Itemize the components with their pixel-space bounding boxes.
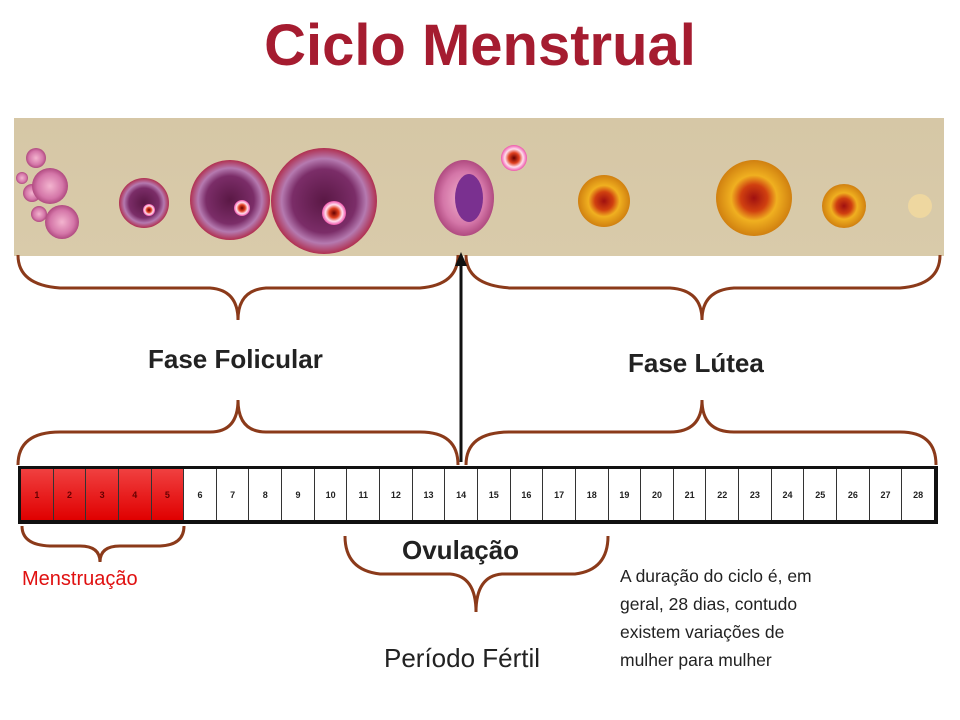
brace-menstruation bbox=[20, 525, 186, 563]
day-cell: 26 bbox=[837, 469, 870, 520]
ovulation-label: Ovulação bbox=[402, 535, 520, 565]
day-cell: 5 bbox=[151, 469, 185, 520]
brace-luteal-top bbox=[464, 254, 942, 321]
day-cell: 7 bbox=[216, 469, 250, 520]
follicle-stages bbox=[16, 145, 932, 254]
day-cell: 21 bbox=[673, 469, 707, 520]
day-cell: 11 bbox=[347, 469, 381, 520]
day-cell: 1 bbox=[21, 469, 54, 520]
fertile-period-label: Período Fértil bbox=[384, 643, 541, 673]
day-cell: 8 bbox=[249, 469, 283, 520]
day-cell: 23 bbox=[739, 469, 772, 520]
page-title: Ciclo Menstrual bbox=[264, 13, 696, 78]
note-line: A duração do ciclo é, em bbox=[620, 566, 812, 586]
day-strip: 1 2 3 4 5 6 7 8 9 10 11 12 13 14 15 16 17 18 19 20 21 22 23 24 2… bbox=[18, 466, 938, 524]
arrow-head-icon bbox=[455, 252, 467, 266]
day-cell: 6 bbox=[184, 469, 217, 520]
note-line: mulher para mulher bbox=[620, 650, 772, 670]
brace-luteal-bottom bbox=[464, 399, 938, 466]
day-cell: 14 bbox=[445, 469, 478, 520]
phase-follicular-label: Fase Folicular bbox=[148, 344, 323, 374]
day-cell: 10 bbox=[314, 469, 348, 520]
day-cell: 19 bbox=[608, 469, 642, 520]
day-cell: 24 bbox=[771, 469, 805, 520]
day-cell: 12 bbox=[380, 469, 413, 520]
day-cell: 4 bbox=[118, 469, 152, 520]
day-cell: 28 bbox=[902, 469, 934, 520]
day-cell: 22 bbox=[706, 469, 740, 520]
day-cell: 16 bbox=[510, 469, 544, 520]
day-cell: 25 bbox=[804, 469, 838, 520]
note-line: geral, 28 dias, contudo bbox=[620, 594, 798, 614]
day-cell: 15 bbox=[477, 469, 511, 520]
brace-follicular-bottom bbox=[16, 399, 460, 466]
day-cell: 9 bbox=[282, 469, 315, 520]
primordial-follicles bbox=[16, 148, 79, 239]
day-cell: 20 bbox=[641, 469, 674, 520]
day-cell: 2 bbox=[53, 469, 87, 520]
day-cell: 18 bbox=[575, 469, 609, 520]
phase-luteal-label: Fase Lútea bbox=[628, 348, 764, 378]
day-cell: 17 bbox=[543, 469, 576, 520]
cycle-note: A duração do ciclo é, em geral, 28 dias, … bbox=[620, 562, 812, 674]
brace-follicular-top bbox=[16, 254, 460, 321]
menstruation-label: Menstruação bbox=[22, 568, 138, 590]
note-line: existem variações de bbox=[620, 622, 785, 642]
brace-fertile bbox=[343, 535, 610, 613]
day-cell: 13 bbox=[412, 469, 446, 520]
day-cell: 3 bbox=[86, 469, 119, 520]
follicle-illustration bbox=[14, 118, 944, 256]
day-cell: 27 bbox=[869, 469, 903, 520]
